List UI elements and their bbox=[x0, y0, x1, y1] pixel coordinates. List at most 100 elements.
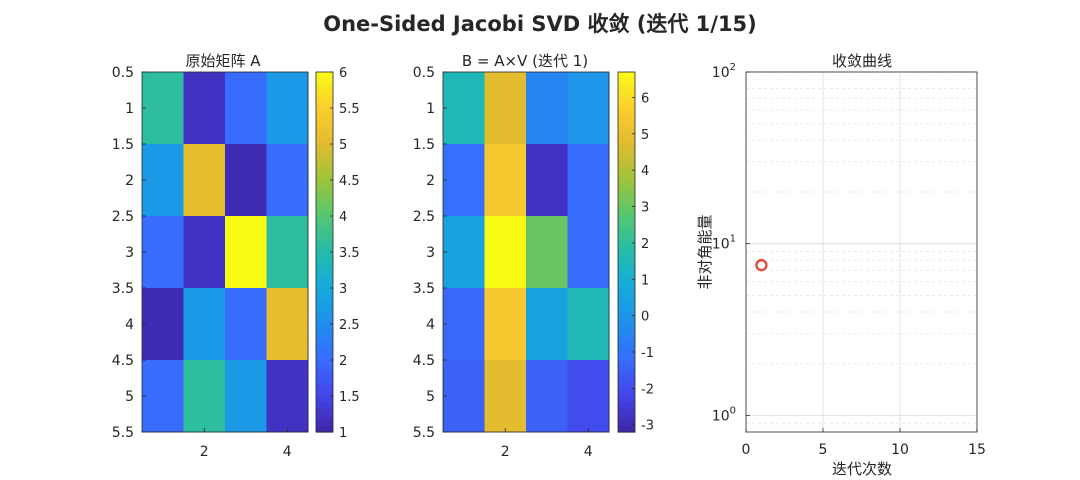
heatmap-b-cell bbox=[443, 216, 485, 289]
colorbar-b-step bbox=[618, 102, 635, 109]
heatmap-a-cell bbox=[142, 360, 184, 433]
heatmap-a-axes: 0.5 1 1.5 2 2.5 3 3.5 4 4.5 5 5.5 2 4 bbox=[112, 65, 309, 460]
colorbar-b-step bbox=[618, 360, 635, 367]
heatmap-a-cell bbox=[142, 144, 184, 217]
heatmap-b-ytick-label: 1 bbox=[426, 101, 435, 117]
colorbar-b-step bbox=[618, 114, 635, 121]
convergence-xtick-label: 5 bbox=[819, 442, 828, 458]
colorbar-a-tick-label: 4.5 bbox=[339, 174, 360, 189]
colorbar-a-step bbox=[316, 408, 333, 415]
heatmap-a-ytick-label: 5 bbox=[125, 389, 134, 405]
colorbar-b-tick-label: -1 bbox=[641, 346, 654, 361]
colorbar-b-step bbox=[618, 168, 635, 175]
colorbar-b-tick-label: 4 bbox=[641, 164, 649, 179]
colorbar-b-step bbox=[618, 270, 635, 277]
heatmap-a-ytick-label: 2 bbox=[125, 173, 134, 189]
heatmap-a-cell bbox=[183, 144, 226, 217]
colorbar-a-step bbox=[316, 354, 333, 361]
colorbar-a-step bbox=[316, 306, 333, 313]
colorbar-a-step bbox=[316, 288, 333, 295]
heatmap-a-ytick-label: 1 bbox=[125, 101, 134, 117]
colorbar-b-step bbox=[618, 126, 635, 133]
colorbar-a-step bbox=[316, 138, 333, 145]
colorbar-b-step bbox=[618, 348, 635, 355]
colorbar-b-step bbox=[618, 426, 635, 433]
heatmap-b-cell bbox=[484, 144, 527, 217]
colorbar-b-step bbox=[618, 288, 635, 295]
heatmap-b-ytick-label: 4 bbox=[426, 317, 435, 333]
heatmap-b-cell bbox=[567, 72, 610, 145]
colorbar-a-step bbox=[316, 216, 333, 223]
colorbar-b-step bbox=[618, 300, 635, 307]
colorbar-b-step bbox=[618, 120, 635, 127]
colorbar-b-step bbox=[618, 204, 635, 211]
colorbar-a-step bbox=[316, 126, 333, 133]
colorbar-b-tick-label: 3 bbox=[641, 201, 649, 216]
colorbar-b-step bbox=[618, 408, 635, 415]
heatmap-b-cell bbox=[443, 72, 485, 145]
colorbar-a-step bbox=[316, 372, 333, 379]
colorbar-a-step bbox=[316, 90, 333, 97]
heatmap-a-ytick-label: 5.5 bbox=[112, 425, 134, 441]
colorbar-a-step bbox=[316, 282, 333, 289]
colorbar-b-step bbox=[618, 198, 635, 205]
colorbar-a-step bbox=[316, 102, 333, 109]
heatmap-b-title: B = A×V (迭代 1) bbox=[462, 52, 588, 70]
colorbar-b-step bbox=[618, 282, 635, 289]
heatmap-b-ytick-label: 2.5 bbox=[413, 209, 435, 225]
colorbar-b: 6 5 4 3 2 1 0 -1 -2 -3 bbox=[617, 71, 654, 434]
colorbar-a-step bbox=[316, 204, 333, 211]
heatmap-b-ytick-label: 1.5 bbox=[413, 137, 435, 153]
heatmap-b-cell bbox=[526, 216, 568, 289]
colorbar-a-tick-label: 1.5 bbox=[339, 390, 360, 405]
colorbar-a-step bbox=[316, 222, 333, 229]
colorbar-b-tick-label: -3 bbox=[641, 419, 654, 434]
heatmap-b-xtick-label: 4 bbox=[584, 444, 593, 460]
colorbar-a-step bbox=[316, 252, 333, 259]
colorbar-a-step bbox=[316, 276, 333, 283]
colorbar-a-tick-label: 4 bbox=[339, 210, 347, 225]
colorbar-a-tick-label: 1 bbox=[339, 426, 347, 441]
colorbar-a-step bbox=[316, 366, 333, 373]
heatmap-b-cell bbox=[484, 72, 527, 145]
colorbar-b-tick-label: -2 bbox=[641, 382, 654, 397]
colorbar-a-step bbox=[316, 96, 333, 103]
colorbar-a-step bbox=[316, 228, 333, 235]
heatmap-b-cell bbox=[484, 288, 527, 361]
heatmap-a-cell bbox=[266, 144, 309, 217]
colorbar-a-step bbox=[316, 312, 333, 319]
colorbar-a-step bbox=[316, 180, 333, 187]
colorbar-a-step bbox=[316, 114, 333, 121]
convergence-ytick-label: 101 bbox=[712, 234, 736, 253]
heatmap-a-cell bbox=[225, 72, 267, 145]
convergence-xtick-label: 15 bbox=[968, 442, 986, 458]
colorbar-a-tick-label: 2.5 bbox=[339, 318, 360, 333]
colorbar-a-tick-label: 5.5 bbox=[339, 102, 360, 117]
colorbar-b-step bbox=[618, 276, 635, 283]
colorbar-a-step bbox=[316, 210, 333, 217]
heatmap-b-cell bbox=[567, 144, 610, 217]
colorbar-a-step bbox=[316, 72, 333, 79]
colorbar-a-step bbox=[316, 132, 333, 139]
heatmap-a-xtick-label: 4 bbox=[283, 444, 292, 460]
colorbar-b-step bbox=[618, 222, 635, 229]
heatmap-a-cell bbox=[142, 216, 184, 289]
heatmap-a-cell bbox=[225, 288, 267, 361]
colorbar-b-step bbox=[618, 420, 635, 427]
heatmap-b-ytick-label: 3 bbox=[426, 245, 435, 261]
heatmap-a-cell bbox=[183, 360, 226, 433]
colorbar-b-step bbox=[618, 312, 635, 319]
colorbar-b-step bbox=[618, 138, 635, 145]
heatmap-a-ytick-label: 3.5 bbox=[112, 281, 134, 297]
colorbar-a-step bbox=[316, 426, 333, 433]
colorbar-b-step bbox=[618, 156, 635, 163]
colorbar-a-step bbox=[316, 270, 333, 277]
heatmap-a-cell bbox=[183, 288, 226, 361]
heatmap-a-ytick-label: 4 bbox=[125, 317, 134, 333]
colorbar-a-tick-label: 3.5 bbox=[339, 246, 360, 261]
colorbar-a-step bbox=[316, 318, 333, 325]
colorbar-a-step bbox=[316, 402, 333, 409]
colorbar-b-step bbox=[618, 390, 635, 397]
convergence-ytick-exponent: 0 bbox=[730, 405, 736, 416]
